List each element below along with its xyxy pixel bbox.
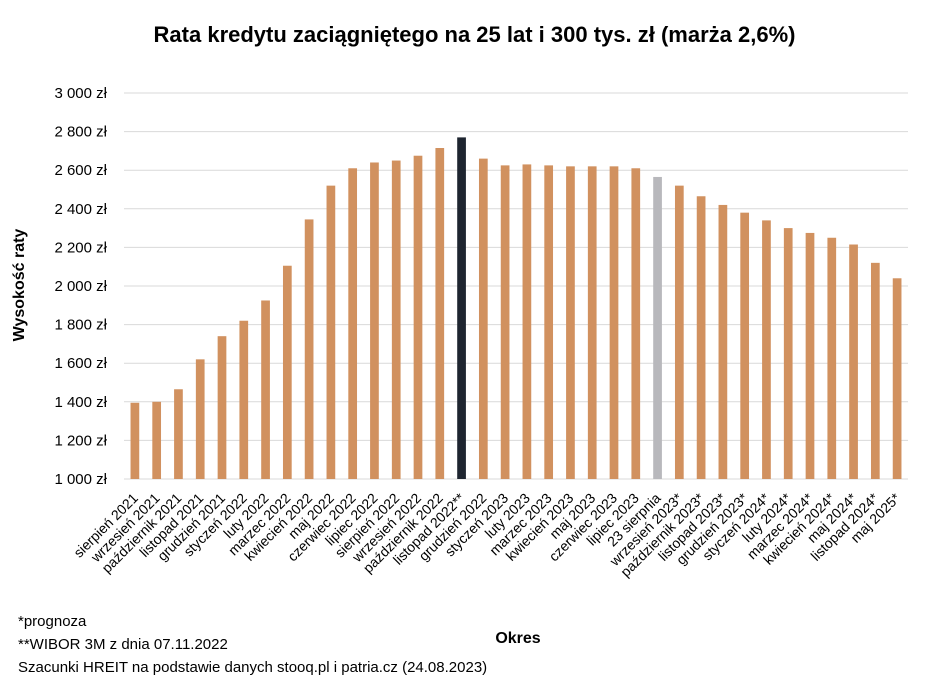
bar xyxy=(326,185,336,479)
bar xyxy=(174,389,183,479)
bar xyxy=(696,196,706,479)
y-axis-ticks: 1 000 zł 1 200 zł 1 400 zł 1 600 zł 1 800 zł… xyxy=(54,85,107,488)
bar xyxy=(500,165,510,479)
bar xyxy=(413,155,423,479)
bar xyxy=(522,164,532,479)
bar xyxy=(435,148,445,479)
footnote-source: Szacunki HREIT na podstawie danych stooq… xyxy=(18,659,488,676)
bar xyxy=(195,359,205,479)
bar xyxy=(282,265,292,479)
bar xyxy=(544,165,554,479)
x-axis-title: Okres xyxy=(495,630,540,647)
bar xyxy=(740,212,750,479)
bar xyxy=(783,228,793,479)
y-tick-label: 3 000 zł xyxy=(54,85,107,102)
y-tick-label: 1 200 zł xyxy=(54,432,107,449)
bar xyxy=(217,336,227,479)
bar xyxy=(805,232,815,479)
bar xyxy=(391,160,401,480)
bar xyxy=(631,168,641,479)
y-tick-label: 2 000 zł xyxy=(54,278,107,295)
gridlines xyxy=(124,92,908,480)
bar xyxy=(892,278,902,479)
y-axis-title: Wysokość raty xyxy=(11,229,28,342)
bar xyxy=(152,401,162,479)
bar xyxy=(718,204,728,479)
bars xyxy=(130,137,902,480)
bar xyxy=(674,185,684,479)
bar xyxy=(870,262,880,479)
bar xyxy=(348,168,358,479)
y-tick-label: 1 600 zł xyxy=(54,355,107,372)
bar xyxy=(370,162,379,480)
bar xyxy=(609,166,619,479)
y-tick-label: 1 400 zł xyxy=(54,394,107,411)
bar xyxy=(849,244,858,479)
bar xyxy=(762,220,771,479)
y-tick-label: 2 400 zł xyxy=(54,201,107,218)
bar xyxy=(478,158,488,479)
bar xyxy=(827,237,837,479)
bar xyxy=(304,219,314,480)
footnote-forecast: *prognoza xyxy=(18,613,87,630)
y-tick-label: 2 600 zł xyxy=(54,162,107,179)
y-tick-label: 1 800 zł xyxy=(54,317,107,334)
y-tick-label: 1 000 zł xyxy=(54,471,107,488)
y-tick-label: 2 200 zł xyxy=(54,239,107,256)
bar xyxy=(587,166,597,479)
chart-title: Rata kredytu zaciągniętego na 25 lat i 3… xyxy=(153,22,796,47)
bar xyxy=(261,300,270,479)
bar xyxy=(653,176,662,479)
footnote-wibor: **WIBOR 3M z dnia 07.11.2022 xyxy=(18,636,228,653)
bar xyxy=(457,137,466,479)
bar xyxy=(239,320,249,479)
y-tick-label: 2 800 zł xyxy=(54,124,107,141)
bar xyxy=(130,402,140,479)
bar xyxy=(566,166,575,479)
